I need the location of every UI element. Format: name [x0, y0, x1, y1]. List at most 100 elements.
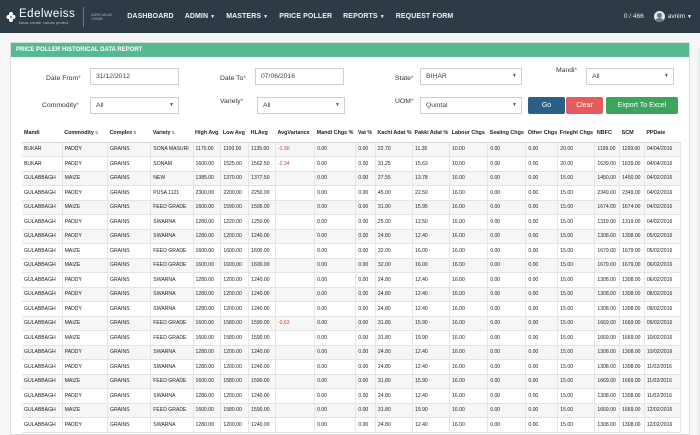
table-cell: 0.00 [525, 200, 559, 215]
table-cell: 31.80 [375, 374, 414, 389]
table-row[interactable]: BUKAR PADDY GRAINS SONA MASURI 1170.00 1100.0… [22, 142, 681, 157]
table-row[interactable]: GULABBAGH MAIZE GRAINS FEED GRADE 1600.00 158… [22, 374, 681, 389]
go-button[interactable]: Go [528, 97, 565, 114]
nav-reports[interactable]: REPORTS ▼ [343, 13, 385, 20]
column-header[interactable]: NBFC [594, 125, 620, 143]
table-cell: 0.00 [525, 171, 559, 186]
table-cell: 1308.00 [594, 388, 621, 404]
column-header[interactable]: Variety⇅ [150, 125, 194, 143]
column-header[interactable]: SCM [619, 125, 645, 143]
table-row[interactable]: GULABBAGH MAIZE GRAINS FEED GRADE 1600.00 158… [22, 403, 681, 418]
column-header-label: SCM [621, 130, 634, 137]
column-header[interactable]: Low Avg [220, 125, 249, 143]
table-cell: 1679.00 [594, 243, 621, 259]
table-cell: 1600.00 [248, 258, 276, 273]
column-header[interactable]: Vat % [355, 125, 376, 143]
table-cell: 0.00 [314, 214, 357, 230]
table-row[interactable]: GULABBAGH PADDY GRAINS SWARNA 1280.00 1200.00… [22, 345, 681, 360]
table-row[interactable]: GULABBAGH PADDY GRAINS SWARNA 1280.00 1200.00… [22, 301, 681, 317]
date-from-input[interactable]: 31/12/2012 [90, 68, 179, 85]
column-header[interactable]: Pakki Adat % [412, 125, 450, 143]
sort-icon[interactable]: ⇅ [94, 130, 99, 136]
table-row[interactable]: GULABBAGH PADDY GRAINS SWARNA 1280.00 1200.00… [22, 417, 681, 433]
column-header[interactable]: Mandi [22, 125, 63, 143]
user-menu[interactable]: avnim ▼ [668, 13, 692, 20]
table-cell: 09/02/2016 [644, 301, 681, 317]
table-row[interactable]: GULABBAGH PADDY GRAINS PUSA 1121 2300.00 2200… [22, 185, 681, 201]
column-header[interactable]: HLAvg [248, 125, 276, 143]
table-row[interactable]: GULABBAGH PADDY GRAINS SWARNA 1280.00 1200.00… [22, 359, 681, 375]
nav-dashboard[interactable]: DASHBOARD [127, 13, 173, 20]
column-header[interactable]: Frieght Chgs [557, 125, 595, 143]
table-row[interactable]: GULABBAGH PADDY GRAINS SWARNA 1280.00 1200.00… [22, 287, 681, 302]
column-header[interactable]: Sealing Chgs [487, 125, 526, 143]
table-cell [275, 258, 316, 273]
table-cell: MAIZE [62, 374, 109, 389]
nav-request-form[interactable]: REQUEST FORM [396, 13, 454, 20]
column-header[interactable]: Mandi Chgs % [314, 125, 356, 143]
column-header[interactable]: PPDate [644, 125, 681, 143]
nav-masters[interactable]: MASTERS ▼ [226, 13, 268, 20]
nav-admin[interactable]: ADMIN ▼ [185, 13, 216, 20]
table-cell: 15.95 [412, 200, 451, 215]
table-cell: 05/02/2016 [644, 229, 681, 244]
brand-logo[interactable]: Edelweiss Ideas create, values protect A… [0, 0, 117, 33]
table-cell: 11/02/2016 [644, 359, 681, 375]
table-cell: 24.80 [375, 417, 414, 433]
table-row[interactable]: GULABBAGH MAIZE GRAINS FEED GRADE 1600.00 160… [22, 243, 681, 259]
chevron-down-icon: ▼ [169, 102, 174, 108]
table-cell: MAIZE [62, 243, 109, 259]
table-cell: 0.00 [487, 200, 527, 215]
mandi-select[interactable]: All ▼ [586, 68, 674, 85]
table-row[interactable]: GULABBAGH MAIZE GRAINS FEED GRADE 1600.00 160… [22, 258, 681, 273]
table-row[interactable]: GULABBAGH PADDY GRAINS SWARNA 1280.00 1220.00… [22, 214, 681, 230]
table-row[interactable]: GULABBAGH PADDY GRAINS SWARNA 1280.00 1200.00… [22, 272, 681, 288]
table-cell: 0.00 [525, 316, 559, 331]
export-to-excel-button[interactable]: Export To Excel [606, 97, 678, 114]
page-scrollbar[interactable] [697, 48, 700, 435]
table-cell: 15.00 [557, 200, 596, 215]
table-cell: 1200.00 [220, 417, 250, 433]
table-cell: 0.00 [355, 142, 376, 157]
table-row[interactable]: GULABBAGH MAIZE GRAINS FEED GRADE 1600.00 158… [22, 316, 681, 331]
column-header[interactable]: Kachi Adat % [375, 125, 413, 143]
table-row[interactable]: GULABBAGH PADDY GRAINS SWARNA 1280.00 1200.00… [22, 229, 681, 244]
table-row[interactable]: GULABBAGH MAIZE GRAINS FEED GRADE 1600.00 158… [22, 330, 681, 346]
commodity-select[interactable]: All ▼ [90, 97, 179, 114]
column-header[interactable]: Complex⇅ [107, 125, 151, 143]
column-header[interactable]: AvgVariance [275, 125, 315, 143]
user-avatar-icon[interactable] [653, 11, 665, 22]
clear-button[interactable]: Clear [566, 97, 603, 114]
sort-icon[interactable]: ⇅ [171, 130, 175, 136]
notification-counter[interactable]: 0 / 466 [623, 13, 644, 20]
sort-icon[interactable]: ⇅ [133, 130, 137, 136]
column-header[interactable]: Labour Chgs [449, 125, 488, 143]
table-row[interactable]: GULABBAGH PADDY GRAINS SWARNA 1280.00 1200.00… [22, 388, 681, 404]
table-row[interactable]: GULABBAGH MAIZE GRAINS NEW 1385.00 1370.00 137… [22, 171, 681, 186]
table-cell: GRAINS [107, 417, 152, 433]
date-to-input[interactable]: 07/06/2016 [255, 68, 344, 85]
nav-price-poller[interactable]: PRICE POLLER [279, 13, 332, 20]
uom-select[interactable]: Quintal ▼ [420, 97, 522, 114]
column-header[interactable]: High Avg [193, 125, 221, 143]
table-cell [275, 272, 316, 288]
table-cell: 24.80 [375, 359, 414, 375]
state-select[interactable]: BIHAR ▼ [420, 68, 522, 85]
table-cell: 31.90 [375, 200, 414, 215]
column-header-label: Sealing Chgs [489, 130, 524, 137]
table-cell: 0.00 [525, 301, 559, 317]
table-cell: 1280.00 [193, 229, 222, 244]
panel-title: PRICE POLLER HISTORICAL DATA REPORT [11, 43, 689, 57]
table-row[interactable]: GULABBAGH MAIZE GRAINS FEED GRADE 1600.00 159… [22, 200, 681, 215]
table-row[interactable]: BUKAR PADDY GRAINS SONAM 1600.00 1525.00 1562.… [22, 156, 681, 172]
table-cell: 31.25 [375, 156, 414, 172]
table-cell: GRAINS [107, 330, 152, 346]
variety-select[interactable]: All ▼ [257, 97, 345, 114]
table-cell: 1199.00 [594, 142, 621, 157]
table-cell [275, 185, 316, 201]
column-header[interactable]: Commodity⇅ [62, 125, 108, 143]
nav-price-poller-label: PRICE POLLER [279, 13, 333, 20]
column-header[interactable]: Other Chgs [525, 125, 558, 143]
table-cell: GRAINS [107, 243, 152, 259]
state-label: State* [395, 75, 414, 82]
